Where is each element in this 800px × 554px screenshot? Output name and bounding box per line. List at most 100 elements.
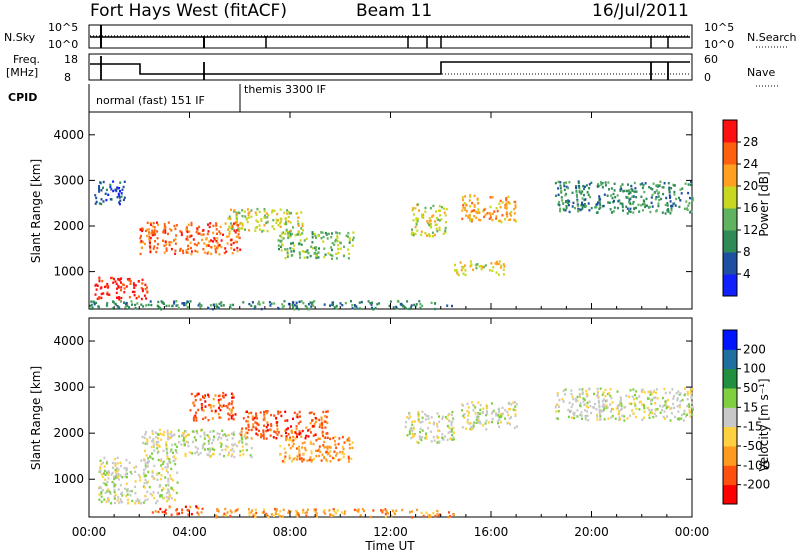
power-echo-cell [173,302,176,305]
power-echo-cell [331,301,334,304]
power-echo-cell [689,211,692,214]
velocity-echo-cell [270,513,273,516]
velocity-echo-cell [212,397,215,401]
power-echo-cell [567,201,570,205]
velocity-echo-cell [343,512,346,515]
velocity-echo-cell [514,405,517,408]
power-echo-cell [228,230,231,233]
power-echo-cell [490,262,493,265]
velocity-echo-cell [599,413,602,416]
power-echo-cell [299,233,302,236]
power-echo-cell [353,304,356,307]
power-echo-cell [96,284,99,287]
velocity-echo-cell [321,423,324,426]
power-echo-cell [233,248,236,251]
power-echo-cell [215,222,218,225]
velocity-echo-cell [290,430,293,433]
velocity-echo-cell [628,395,631,398]
velocity-echo-cell [623,415,626,418]
velocity-echo-cell [514,413,517,416]
velocity-echo-cell [235,509,238,512]
velocity-echo-cell [451,438,454,441]
velocity-echo-cell [151,471,154,474]
velocity-echo-cell [130,472,133,476]
power-echo-cell [351,307,354,310]
velocity-echo-cell [470,425,473,429]
velocity-echo-cell [419,430,421,434]
velocity-echo-cell [105,462,108,465]
power-echo-cell [163,223,166,226]
velocity-echo-cell [468,411,470,414]
velocity-echo-cell [463,416,466,419]
power-echo-cell [135,297,138,300]
velocity-echo-cell [231,432,233,435]
power-echo-cell [347,248,350,251]
power-echo-cell [431,231,434,234]
velocity-echo-cell [304,448,307,452]
velocity-echo-region [240,410,329,440]
velocity-echo-cell [596,413,598,417]
noise-tick-bottom-right: 10^0 [704,38,734,51]
velocity-echo-cell [593,402,596,406]
power-echo-cell [117,305,120,309]
velocity-echo-cell [296,455,299,458]
velocity-echo-cell [231,396,234,399]
velocity-echo-cell [170,486,173,490]
velocity-echo-cell [571,395,574,398]
velocity-echo-cell [451,410,454,414]
power-echo-cell [412,207,415,210]
velocity-echo-cell [302,458,305,461]
power-echo-cell [121,283,124,286]
velocity-echo-cell [206,453,209,456]
power-echo-cell [123,180,126,183]
power-echo-cell [421,213,423,216]
velocity-echo-cell [485,428,488,431]
power-echo-cell [227,235,230,238]
velocity-echo-cell [576,409,579,412]
velocity-echo-cell [555,410,558,413]
velocity-echo-cell [275,509,278,512]
power-echo-cell [291,232,293,236]
velocity-echo-cell [306,511,308,514]
velocity-echo-region [554,387,694,422]
power-echo-cell [265,221,268,225]
power-echo-cell [498,202,501,205]
power-echo-cell [231,252,234,255]
velocity-echo-cell [250,511,253,514]
velocity-echo-cell [515,403,518,406]
velocity-echo-cell [618,416,621,419]
velocity-echo-cell [279,444,282,448]
power-echo-cell [118,298,121,301]
velocity-echo-cell [221,429,224,432]
power-echo-cell [153,229,156,232]
power-echo-cell [262,301,265,304]
velocity-echo-region [151,505,204,516]
velocity-echo-cell [602,404,605,407]
velocity-echo-cell [182,437,185,440]
velocity-echo-cell [498,415,501,419]
cpid-panel: CPID normal (fast) 151 IF themis 3300 IF [8,83,326,112]
power-echo-cell [426,234,428,237]
velocity-echo-cell [178,435,181,438]
velocity-echo-cell [314,508,317,511]
velocity-echo-cell [339,458,342,461]
power-echo-cell [140,240,143,243]
power-echo-cell [587,202,590,205]
velocity-echo-cell [295,447,298,450]
velocity-echo-cell [304,446,307,450]
power-echo-cell [625,195,628,199]
power-echo-cell [489,216,492,219]
power-echo-cell [230,307,232,310]
power-echo-cell [642,184,645,187]
velocity-echo-cell [212,439,215,442]
power-echo-cell [653,191,656,194]
velocity-echo-cell [679,392,682,395]
nave-tick-0: 0 [704,71,711,84]
freq-tick-8: 8 [64,71,71,84]
power-echo-cell [568,210,571,214]
velocity-echo-cell [310,431,312,434]
power-colorbar-swatch [723,142,737,165]
power-echo-cell [241,214,244,218]
power-echo-cell [575,185,577,188]
velocity-echo-cell [507,413,510,417]
